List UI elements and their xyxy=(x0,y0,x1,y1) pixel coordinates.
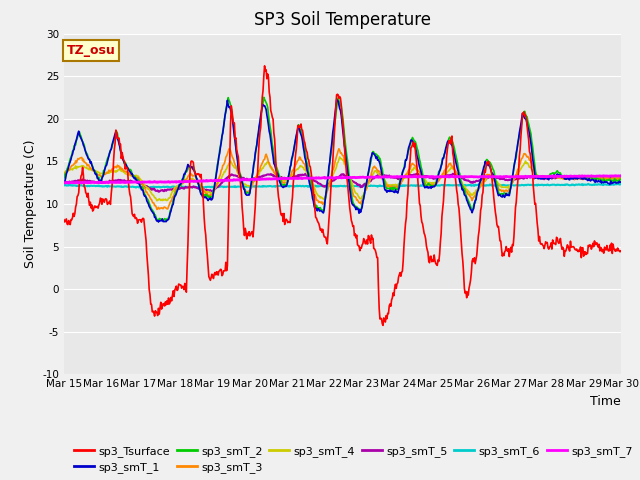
Y-axis label: Soil Temperature (C): Soil Temperature (C) xyxy=(24,140,36,268)
Title: SP3 Soil Temperature: SP3 Soil Temperature xyxy=(254,11,431,29)
X-axis label: Time: Time xyxy=(590,395,621,408)
Text: TZ_osu: TZ_osu xyxy=(67,44,116,57)
Legend: sp3_Tsurface, sp3_smT_1, sp3_smT_2, sp3_smT_3, sp3_smT_4, sp3_smT_5, sp3_smT_6, : sp3_Tsurface, sp3_smT_1, sp3_smT_2, sp3_… xyxy=(70,441,637,478)
